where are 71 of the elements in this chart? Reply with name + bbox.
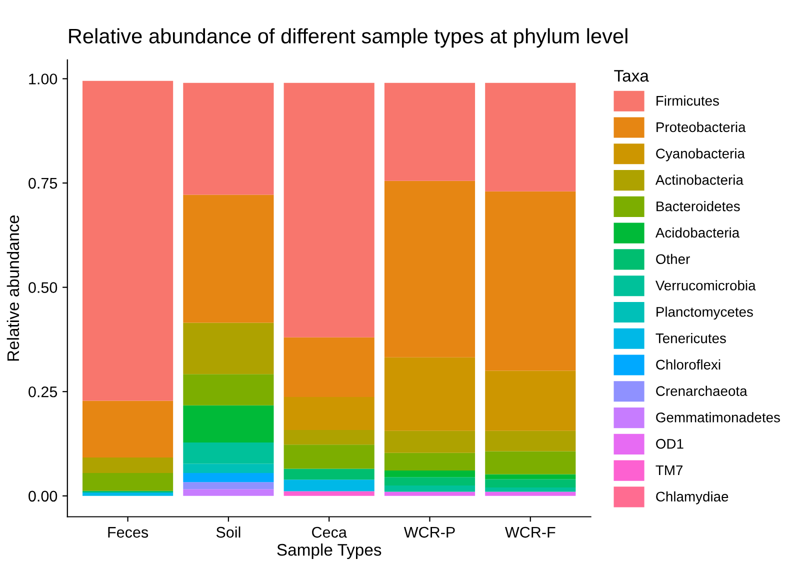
bar (485, 451, 576, 474)
y-axis-title: Relative abundance (6, 215, 20, 361)
bar (284, 337, 374, 398)
bar (284, 430, 374, 445)
legend-label: TM7 (656, 465, 682, 476)
bar (183, 442, 274, 464)
bar (183, 405, 274, 442)
bar (384, 492, 476, 496)
bar (183, 374, 274, 406)
legend-label: Actinobacteria (655, 174, 744, 185)
y-tick-label: 1.00 (29, 74, 58, 84)
bar (485, 191, 576, 371)
bar (384, 452, 476, 470)
legend-label: Bacteroidetes (656, 201, 740, 212)
y-tick-label: 0.25 (28, 386, 58, 398)
y-tick-label: 0.75 (28, 178, 58, 189)
x-tick-label: Ceca (312, 526, 347, 538)
bar (284, 444, 374, 469)
bar (284, 491, 374, 496)
legend-label: OD1 (656, 438, 684, 449)
y-tick-label: 0.00 (28, 490, 58, 502)
bar (485, 479, 576, 488)
bar (485, 492, 576, 496)
bar (485, 474, 576, 480)
bar (183, 464, 274, 473)
bar (183, 194, 274, 323)
x-tick-label: WCR-P (404, 526, 455, 538)
bar (183, 82, 274, 195)
chart-title: Relative abundance of different sample types at phylum level (69, 28, 628, 48)
bar (183, 472, 274, 482)
legend-label: Chloroflexi (656, 359, 720, 370)
bar (384, 430, 476, 453)
bar (485, 82, 576, 192)
bar (384, 470, 476, 478)
bar (384, 485, 476, 492)
legend-label: Crenarchaeota (656, 386, 748, 396)
bar (82, 472, 174, 491)
legend-label: Verrucomicrobia (655, 280, 756, 290)
x-axis-title: Sample Types (277, 543, 382, 560)
bar (284, 397, 374, 430)
bar (183, 482, 274, 490)
bar (384, 357, 476, 431)
legend-label: Planctomycetes (656, 306, 753, 320)
bar (284, 480, 374, 492)
y-tick-label: 0.50 (28, 282, 58, 293)
bar (485, 370, 576, 431)
legend-label: Other (656, 254, 690, 264)
legend-label: Proteobacteria (656, 122, 746, 132)
legend-label: Cyanobacteria (656, 148, 745, 162)
bar (82, 400, 174, 458)
legend-label: Chlamydiae (656, 491, 728, 504)
legend-label: Gemmatimonadetes (656, 412, 780, 422)
bar (82, 80, 174, 401)
bar (183, 322, 274, 374)
bar (82, 458, 174, 473)
legend-title: Taxa (614, 70, 649, 82)
bar (384, 180, 476, 358)
bar (183, 489, 274, 496)
x-tick-label: Feces (108, 527, 148, 538)
x-tick-label: WCR-F (505, 526, 556, 538)
bar (284, 82, 374, 338)
bar (384, 477, 476, 486)
bar (485, 430, 576, 452)
x-tick-label: Soil (216, 526, 240, 538)
legend-label: Tenericutes (656, 333, 726, 344)
legend-label: Firmicutes (656, 96, 719, 106)
legend-label: Acidobacteria (655, 227, 740, 238)
bar (485, 488, 576, 492)
bar (82, 492, 174, 496)
bar (384, 82, 476, 181)
bar (284, 468, 374, 480)
